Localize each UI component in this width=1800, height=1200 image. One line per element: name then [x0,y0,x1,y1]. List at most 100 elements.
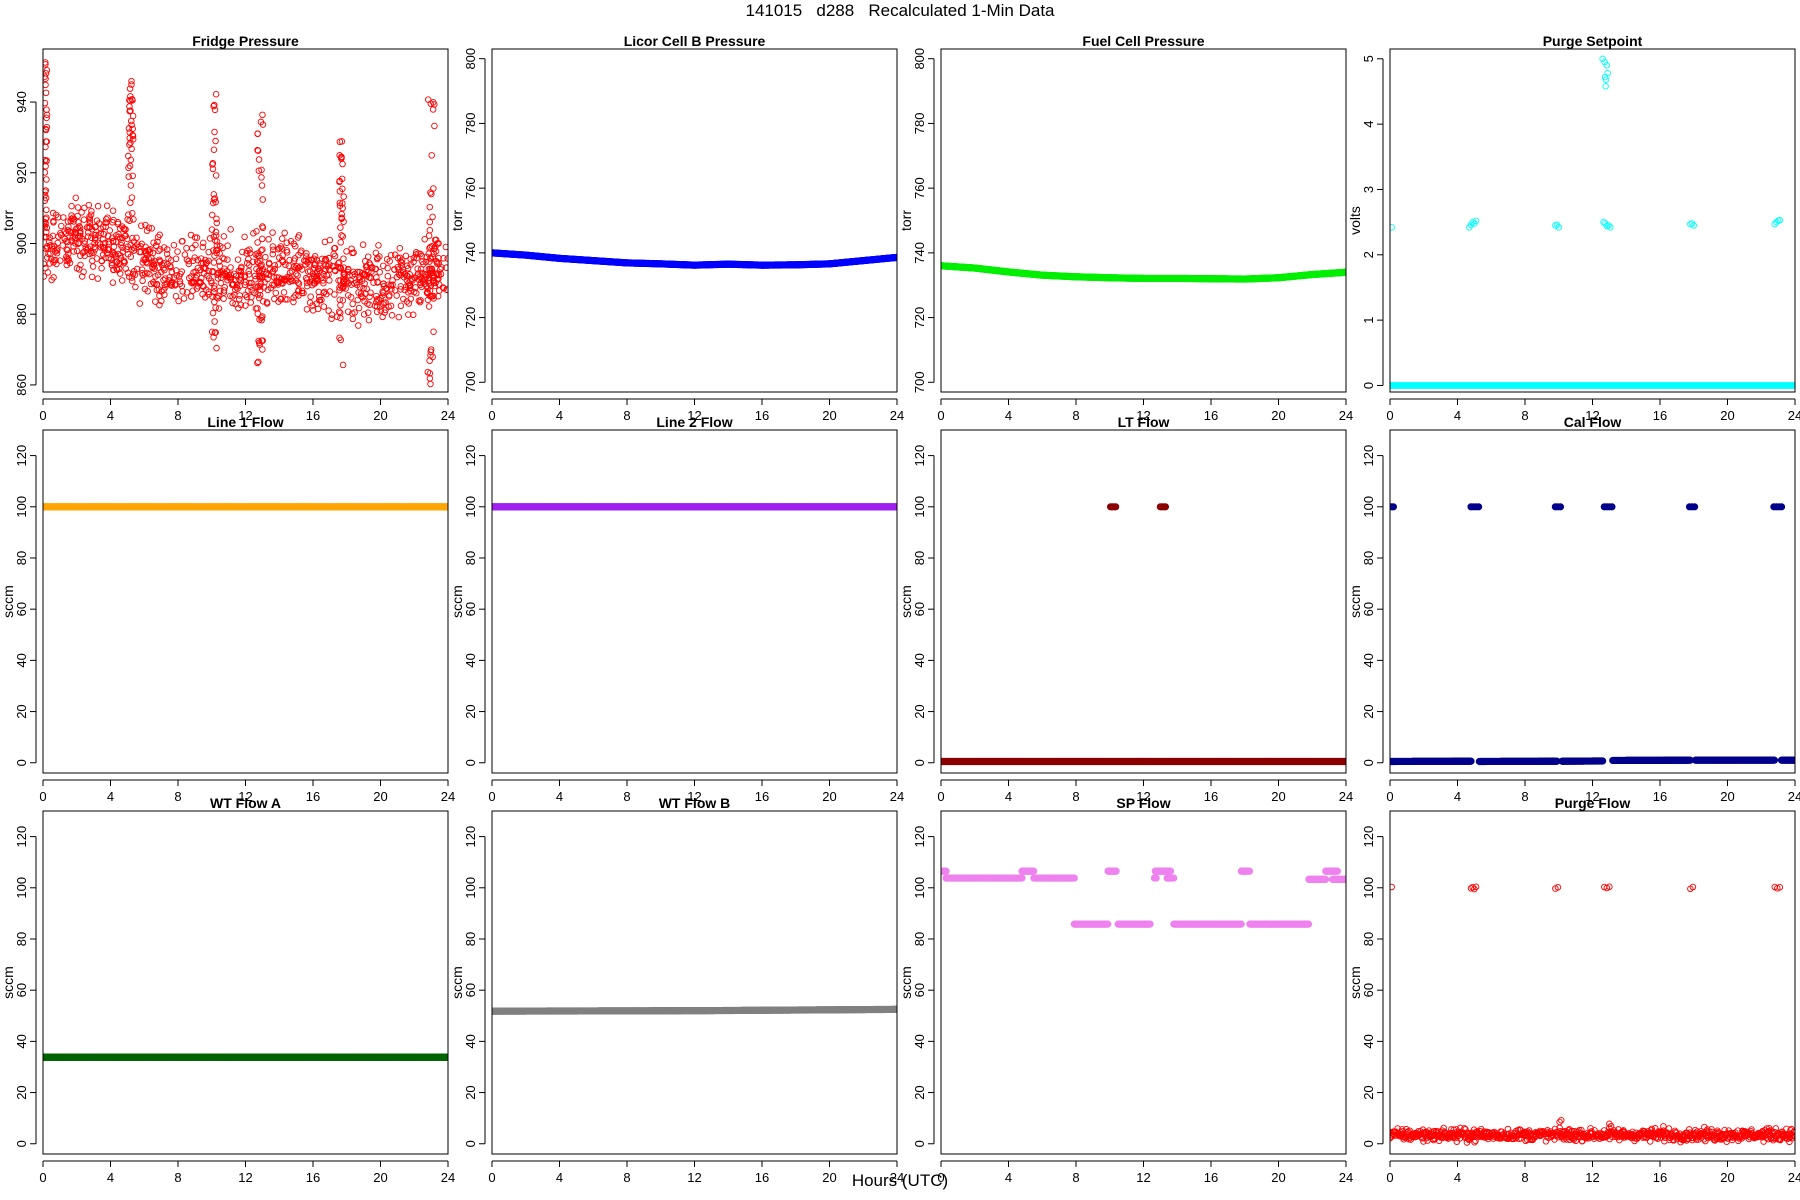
data-point [303,279,311,286]
data-point [295,232,303,239]
x-tick-label: 0 [39,789,46,804]
data-point [1606,224,1614,231]
data-point [430,185,437,192]
y-tick-label: 860 [14,374,29,396]
data-point [224,242,231,249]
data-point [431,282,439,290]
data-point [402,252,410,260]
data-point [141,256,149,264]
data-point [92,234,99,242]
data-point [144,247,152,254]
data-point [326,288,334,295]
data-point [254,146,261,154]
data-point [336,152,343,159]
data-point [126,103,133,110]
data-point [234,285,241,292]
data-point [255,156,263,163]
data-point [213,249,220,257]
data-point [274,279,281,287]
data-point [236,276,243,283]
data-point [302,261,309,268]
data-point [341,270,348,278]
data-point [388,312,396,319]
data-point [252,275,259,283]
data-point [92,231,100,239]
data-point [429,106,437,113]
data-point [117,254,125,262]
data-point [364,253,372,260]
panel-title: Purge Setpoint [1543,33,1643,49]
data-point [328,315,335,322]
data-point [213,215,220,223]
data-point [343,278,351,285]
x-tick-label: 24 [441,408,455,423]
data-point [278,256,286,264]
x-tick-label: 20 [373,789,387,804]
data-point [348,245,355,252]
data-point [428,152,435,159]
data-point [132,283,139,291]
data-point [340,193,347,200]
data-point [208,226,216,233]
data-point [434,240,441,247]
data-point [200,239,207,247]
data-point [212,304,219,311]
x-tick-label: 16 [1204,408,1218,423]
data-point [110,266,117,274]
data-point [216,243,224,250]
x-tick-label: 12 [1585,408,1599,423]
data-point [64,238,71,246]
data-point [429,269,436,277]
data-point [388,285,395,293]
data-point [114,219,122,226]
data-point [256,257,264,265]
data-point [43,191,49,199]
x-tick-label: 8 [174,408,181,423]
data-point [1390,224,1395,231]
data-point [66,228,73,235]
data-point [128,145,135,153]
data-point [217,279,225,287]
data-point [284,296,291,303]
data-point [301,257,308,264]
data-point [56,257,64,264]
data-point [203,259,211,266]
data-point [397,286,404,293]
data-point [382,306,389,314]
data-point [163,280,171,288]
data-point [220,233,228,240]
data-point [325,271,332,278]
data-point [286,273,293,281]
data-point [216,262,224,270]
data-point [384,264,391,272]
data-point [253,258,261,266]
y-tick-label: 0 [14,759,29,766]
data-point [379,301,387,308]
data-point [176,278,184,285]
y-tick-label: 720 [912,307,927,329]
data-point [1600,218,1607,226]
data-point [254,239,261,246]
data-point [429,353,436,361]
data-point [220,287,228,294]
data-point [118,277,126,284]
data-point [60,214,67,221]
data-point [255,337,262,345]
data-point [357,293,365,300]
data-point [109,279,117,286]
data-point [294,272,301,279]
data-point [281,229,288,237]
data-point [396,244,404,252]
data-point [91,239,98,247]
data-point [167,264,174,271]
data-point [259,121,267,128]
data-point [397,258,404,265]
data-point [80,216,88,223]
y-tick-label: 920 [14,162,29,184]
data-point [108,262,116,269]
data-point [227,226,234,233]
data-point [359,294,366,301]
data-point [1601,58,1608,66]
